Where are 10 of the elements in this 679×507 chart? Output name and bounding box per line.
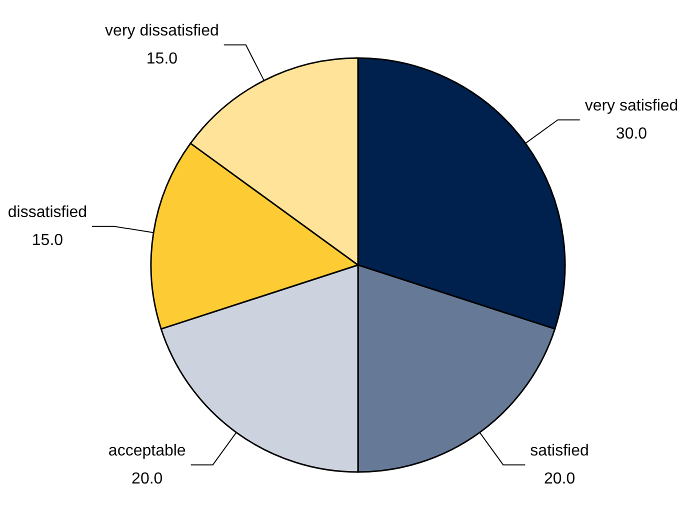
slice-label: satisfied: [530, 442, 589, 460]
slice-label: dissatisfied: [8, 204, 88, 221]
slice-label: acceptable: [108, 442, 186, 460]
data-label: 15.0: [32, 232, 64, 249]
data-label: 20.0: [132, 470, 163, 488]
slice-label: very dissatisfied: [105, 22, 219, 40]
data-label: 15.0: [146, 50, 178, 68]
data-label: 20.0: [544, 470, 576, 488]
data-label: 30.0: [616, 125, 648, 142]
slice-label: very satisfied: [584, 97, 678, 114]
